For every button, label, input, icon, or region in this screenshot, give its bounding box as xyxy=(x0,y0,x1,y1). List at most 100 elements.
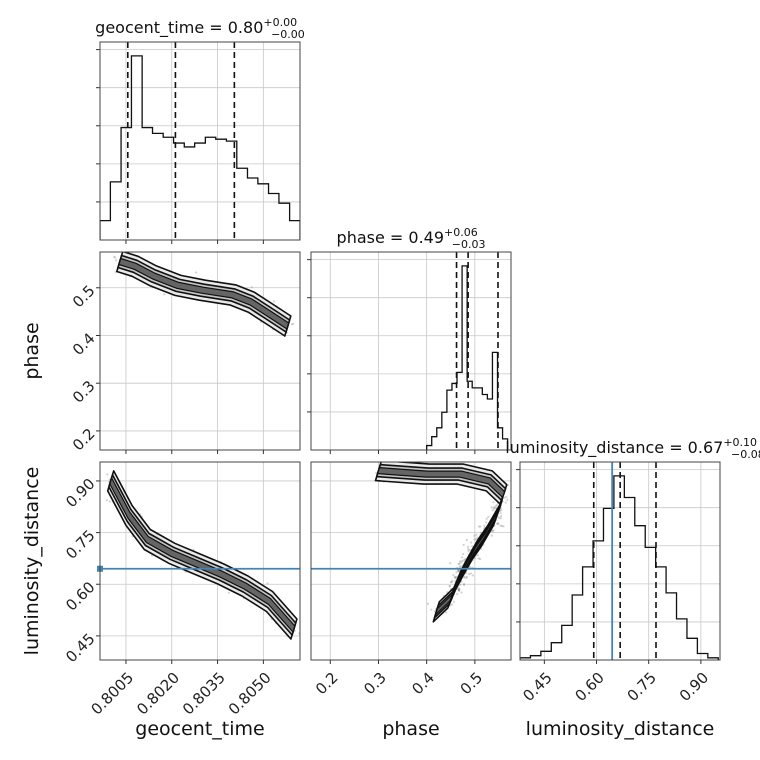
hist-geocent_time xyxy=(100,55,300,240)
sample-point xyxy=(458,560,461,563)
title-main: geocent_time = 0.80 xyxy=(95,18,263,38)
x-tick-label: 0.8020 xyxy=(133,669,183,719)
sample-point xyxy=(461,559,464,563)
sample-point xyxy=(495,504,498,507)
panel-frame xyxy=(310,461,512,661)
plot-area xyxy=(113,252,295,337)
sample-point xyxy=(469,572,473,575)
plot-area xyxy=(374,462,511,623)
sample-point xyxy=(455,571,458,574)
sample-point xyxy=(106,473,109,476)
panel-title-phase: phase = 0.49+0.06 −0.03 xyxy=(337,226,486,251)
sample-point xyxy=(479,557,482,561)
sample-point xyxy=(505,495,508,499)
sample-point xyxy=(462,543,465,546)
diag-panel-geocent_time xyxy=(96,41,301,244)
x-tick-label: 0.45 xyxy=(519,669,555,705)
sample-point xyxy=(496,522,500,525)
sample-point xyxy=(473,534,476,537)
sample-point xyxy=(375,471,378,475)
sample-point xyxy=(455,575,458,578)
sample-point xyxy=(463,576,466,579)
y-tick-label: 0.5 xyxy=(69,282,99,312)
sample-point xyxy=(273,300,276,303)
sample-point xyxy=(450,581,453,584)
sample-point xyxy=(454,577,458,580)
sample-point xyxy=(493,506,497,510)
sample-point xyxy=(462,583,466,587)
sample-point xyxy=(461,556,464,559)
sample-point xyxy=(457,569,460,572)
sample-point xyxy=(491,530,494,533)
panel-frame xyxy=(519,461,721,661)
hist-luminosity_distance xyxy=(520,475,719,660)
sample-point xyxy=(485,517,488,520)
sample-point xyxy=(290,323,294,326)
density-contour xyxy=(109,477,296,633)
sample-point xyxy=(469,565,472,569)
sample-point xyxy=(506,498,509,501)
title-sub: −0.08 xyxy=(731,448,760,461)
title-sub: −0.03 xyxy=(452,238,486,251)
y-tick-label: 0.90 xyxy=(62,475,98,511)
sample-point xyxy=(497,522,500,526)
sample-point xyxy=(492,507,495,510)
sample-point xyxy=(499,512,502,515)
sample-point xyxy=(492,506,496,509)
sample-point xyxy=(113,255,116,258)
sample-point xyxy=(457,587,461,591)
sample-point xyxy=(483,524,486,527)
sample-point xyxy=(453,576,457,579)
sample-point xyxy=(477,557,480,560)
sample-point xyxy=(485,521,488,524)
sample-point xyxy=(457,562,460,566)
sample-point xyxy=(460,580,463,583)
sample-point xyxy=(458,588,461,591)
sample-point xyxy=(459,564,462,568)
sample-point xyxy=(457,588,460,592)
sample-point xyxy=(466,545,470,548)
sample-point xyxy=(266,582,269,585)
sample-point xyxy=(467,547,470,551)
sample-point xyxy=(448,584,451,588)
sample-point xyxy=(458,583,462,587)
sample-point xyxy=(113,256,117,259)
sample-point xyxy=(499,524,502,527)
x-tick-label: 0.75 xyxy=(624,669,660,705)
sample-point xyxy=(457,586,460,589)
sample-point xyxy=(491,529,494,532)
sample-point xyxy=(452,600,456,603)
plot-area xyxy=(105,470,300,640)
sample-point xyxy=(114,259,118,262)
panel-luminosity_distance-vs-phase xyxy=(310,461,512,664)
sample-point xyxy=(108,500,112,503)
x-tick-label: 0.5 xyxy=(457,669,487,699)
sample-point xyxy=(465,575,468,578)
panel-title-geocent_time: geocent_time = 0.80+0.00 −0.00 xyxy=(95,16,305,41)
sample-point xyxy=(487,515,490,518)
x-tick-label: 0.3 xyxy=(360,669,390,699)
sample-point xyxy=(195,271,198,274)
sample-point xyxy=(465,538,468,542)
title-sup: +0.00 xyxy=(263,16,297,29)
y-tick-label: 0.4 xyxy=(69,329,99,359)
sample-point xyxy=(471,574,474,577)
panel-luminosity_distance-vs-geocent_time xyxy=(96,461,301,664)
sample-point xyxy=(497,516,501,520)
sample-point xyxy=(476,554,479,557)
sample-point xyxy=(457,569,460,572)
sample-point xyxy=(456,592,459,596)
sample-point xyxy=(467,550,470,553)
sample-point xyxy=(457,589,461,592)
sample-point xyxy=(462,559,466,562)
x-tick-label: 0.8050 xyxy=(225,669,275,719)
sample-point xyxy=(504,501,507,504)
sample-point xyxy=(474,557,477,560)
sample-point xyxy=(500,524,504,528)
y-tick-label: 0.45 xyxy=(62,630,98,666)
sample-point xyxy=(503,496,506,499)
title-sup: +0.10 xyxy=(723,436,757,449)
sample-point xyxy=(477,525,481,528)
panels-layer xyxy=(96,41,721,664)
